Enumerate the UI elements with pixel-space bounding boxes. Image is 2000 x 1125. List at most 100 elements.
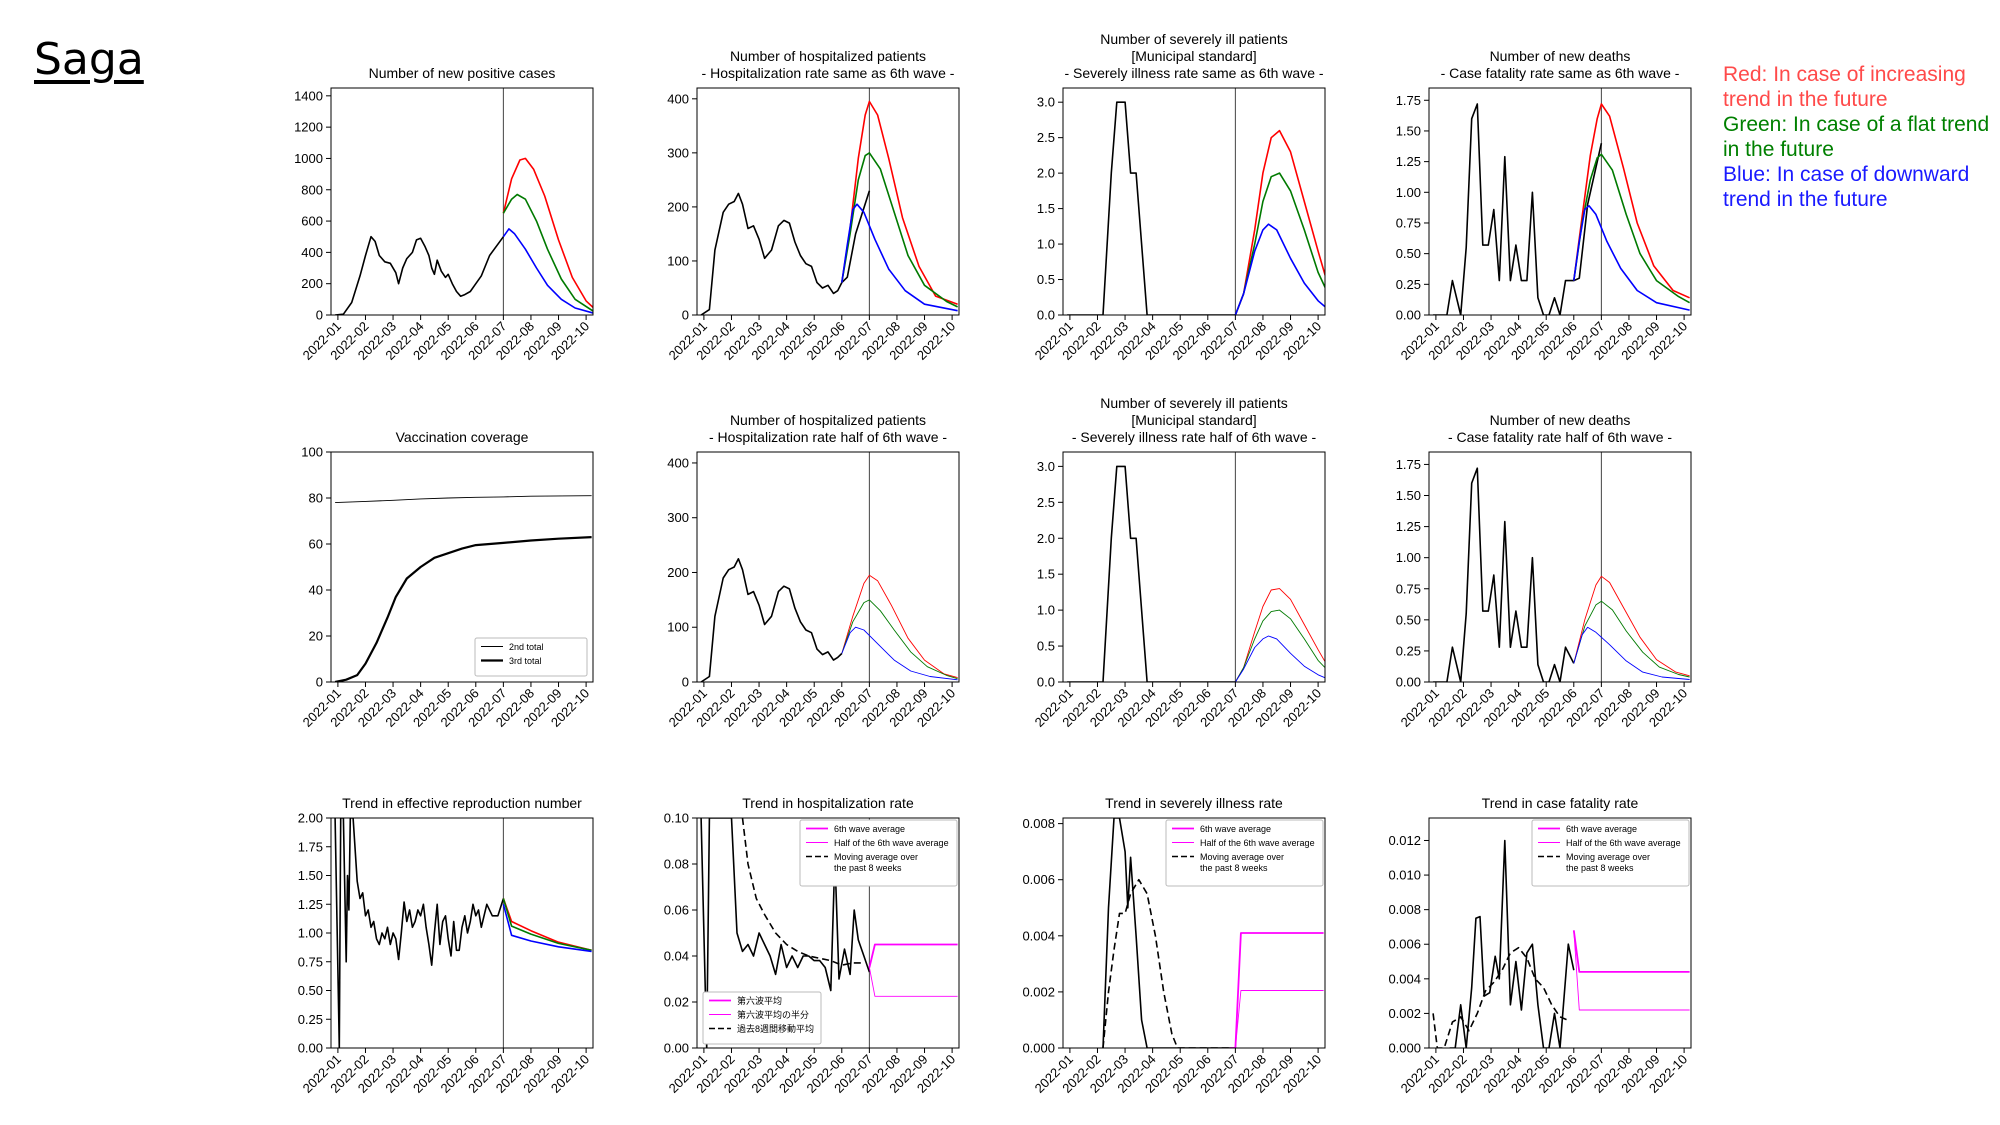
y-tick-label: 0.008 — [1022, 816, 1055, 831]
y-tick-label: 200 — [667, 199, 689, 214]
y-tick-label: 1.75 — [1396, 93, 1421, 108]
chart-deaths-half: Number of new deaths- Case fatality rate… — [1396, 412, 1692, 730]
series-observed-line — [1067, 101, 1236, 315]
y-tick-label: 2.0 — [1037, 531, 1055, 546]
legend-label: 過去8週間移動平均 — [737, 1023, 814, 1034]
chart-title: - Hospitalization rate half of 6th wave … — [709, 429, 947, 445]
chart-title: Number of hospitalized patients — [730, 48, 926, 64]
chart-title: - Hospitalization rate same as 6th wave … — [702, 65, 955, 81]
y-tick-label: 1.0 — [1037, 237, 1055, 252]
chart-severely-ill-half: Number of severely ill patients[Municipa… — [1032, 395, 1326, 730]
y-tick-label: 100 — [301, 445, 323, 460]
plot-frame — [696, 87, 960, 316]
y-tick-label: 0.012 — [1388, 833, 1421, 848]
y-tick-label: 1.00 — [1396, 185, 1421, 200]
y-tick-label: 0.10 — [664, 811, 689, 826]
y-tick-label: 0.004 — [1388, 971, 1421, 986]
series-moving_avg-line — [1432, 946, 1569, 1048]
y-tick-label: 0.04 — [664, 949, 689, 964]
series-sixth_half-line — [1229, 990, 1324, 1048]
y-tick-label: 1.25 — [298, 897, 323, 912]
y-tick-label: 1.00 — [1396, 550, 1421, 565]
plot-frame — [330, 87, 594, 316]
y-tick-label: 0.004 — [1022, 928, 1055, 943]
y-tick-label: 0.00 — [1396, 675, 1421, 690]
legend-label: Moving average over — [1200, 852, 1284, 862]
legend-label: 3rd total — [509, 656, 542, 666]
chart-title: Number of severely ill patients — [1100, 31, 1288, 47]
chart-title: [Municipal standard] — [1131, 412, 1256, 428]
y-tick-label: 3.0 — [1037, 95, 1055, 110]
chart-title: [Municipal standard] — [1131, 48, 1256, 64]
series-sixth_wave-line — [1229, 932, 1324, 1048]
chart-title: Vaccination coverage — [396, 429, 529, 445]
y-tick-label: 300 — [667, 510, 689, 525]
legend-label: 2nd total — [509, 642, 544, 652]
chart-severely-ill-same: Number of severely ill patients[Municipa… — [1032, 31, 1326, 363]
series-flat-line — [841, 599, 958, 680]
legend-label: 6th wave average — [1566, 824, 1637, 834]
chart-title: Number of new positive cases — [369, 65, 556, 81]
chart-legend: 2nd total 3rd total — [474, 637, 588, 677]
series-observed-line — [334, 818, 505, 1048]
series-sixth_wave-line — [868, 943, 958, 968]
series-flat-line — [502, 193, 593, 312]
plot-frame — [1428, 817, 1692, 1049]
y-tick-label: 800 — [301, 182, 323, 197]
y-tick-label: 2.0 — [1037, 166, 1055, 181]
plot-frame — [1062, 451, 1326, 683]
series-observed-line — [700, 190, 871, 315]
y-tick-label: 0.010 — [1388, 868, 1421, 883]
y-tick-label: 1.50 — [1396, 123, 1421, 138]
y-tick-label: 3.0 — [1037, 459, 1055, 474]
series-increasing-line — [841, 100, 958, 305]
chart-title: - Case fatality rate same as 6th wave - — [1441, 65, 1680, 81]
y-tick-label: 0.000 — [1022, 1041, 1055, 1056]
chart-hospitalized-half: Number of hospitalized patients- Hospita… — [666, 412, 960, 730]
legend-label: 第六波平均の半分 — [737, 1009, 809, 1020]
chart-title: Trend in case fatality rate — [1482, 795, 1639, 811]
y-tick-label: 0 — [682, 308, 689, 323]
y-tick-label: 1.25 — [1396, 154, 1421, 169]
y-tick-label: 1.5 — [1037, 567, 1055, 582]
plot-frame — [1062, 817, 1326, 1049]
series-sixth_half-line — [1573, 930, 1690, 1011]
y-tick-label: 400 — [301, 245, 323, 260]
y-tick-label: 1.0 — [1037, 603, 1055, 618]
series-observed-line — [700, 818, 871, 1048]
chart-title: Number of hospitalized patients — [730, 412, 926, 428]
legend-label: the past 8 weeks — [834, 863, 902, 873]
chart-title: - Severely illness rate same as 6th wave… — [1064, 65, 1323, 81]
y-tick-label: 1.50 — [1396, 488, 1421, 503]
y-tick-label: 200 — [667, 565, 689, 580]
y-tick-label: 0.006 — [1388, 937, 1421, 952]
legend-label: Half of the 6th wave average — [1200, 838, 1315, 848]
series-increasing-line — [1235, 588, 1325, 682]
series-increasing-line — [1234, 129, 1325, 315]
y-tick-label: 0.0 — [1037, 675, 1055, 690]
y-tick-label: 0.00 — [1396, 308, 1421, 323]
legend-label: 6th wave average — [1200, 824, 1271, 834]
legend-note-increasing: Red: In case of increasing trend in the … — [1723, 63, 1966, 111]
page-title: Saga — [34, 34, 144, 85]
series-observed-line — [1433, 467, 1575, 682]
series-downward-line — [502, 904, 592, 953]
y-tick-label: 1400 — [294, 88, 323, 103]
series-increasing-line — [502, 157, 593, 309]
y-tick-label: 0.0 — [1037, 308, 1055, 323]
legend-note-flat: Green: In case of a flat trend in the fu… — [1723, 113, 1990, 161]
plot-frame — [696, 817, 960, 1049]
series-downward-line — [841, 626, 958, 681]
chart-title: Number of severely ill patients — [1100, 395, 1288, 411]
plot-frame — [1428, 451, 1692, 683]
chart-legend: 6th wave average Half of the 6th wave ave… — [1165, 819, 1324, 887]
y-tick-label: 1.00 — [298, 926, 323, 941]
y-tick-label: 2.5 — [1037, 130, 1055, 145]
y-tick-label: 0.25 — [1396, 643, 1421, 658]
chart-severity-rate: Trend in severely illness rate 0.000 0.002… — [1022, 795, 1326, 1096]
plot-frame — [1428, 87, 1692, 316]
y-tick-label: 0.25 — [1396, 277, 1421, 292]
series-thick-line — [334, 536, 592, 682]
y-tick-label: 0.50 — [1396, 612, 1421, 627]
y-tick-label: 100 — [667, 620, 689, 635]
